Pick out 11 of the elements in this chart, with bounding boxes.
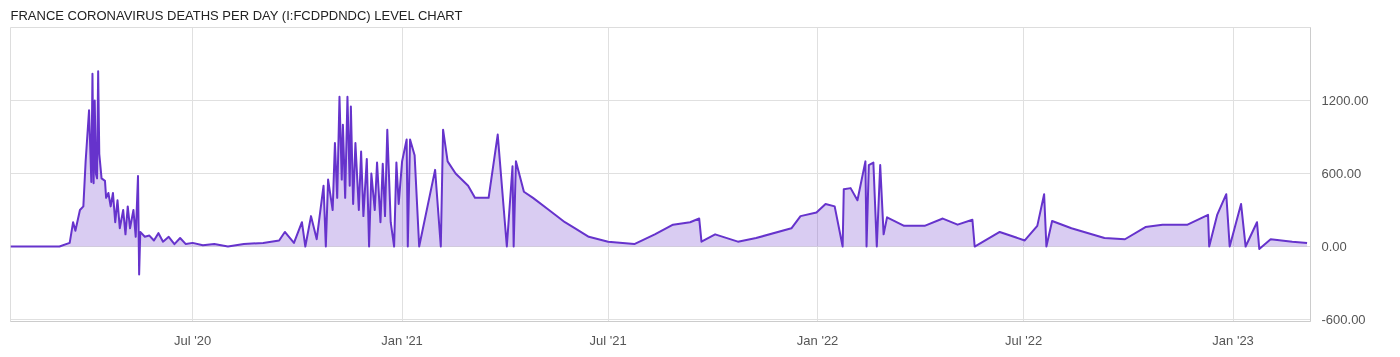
x-tick-label: Jan '23: [1212, 332, 1254, 348]
chart-title: FRANCE CORONAVIRUS DEATHS PER DAY (I:FCDPDNDC) LEVEL CHART: [10, 7, 463, 23]
y-tick-label: 600.00: [1321, 166, 1362, 182]
y-tick-label: 1200.00: [1321, 93, 1369, 109]
x-tick-label: Jan '22: [796, 332, 839, 348]
x-tick-label: Jul '20: [174, 332, 212, 348]
x-tick-label: Jul '22: [1005, 332, 1043, 348]
y-tick-label: 0.00: [1321, 239, 1347, 255]
x-tick-label: Jan '21: [381, 332, 423, 348]
y-tick-label: -600.00: [1321, 312, 1366, 328]
x-tick-label: Jul '21: [589, 332, 627, 348]
